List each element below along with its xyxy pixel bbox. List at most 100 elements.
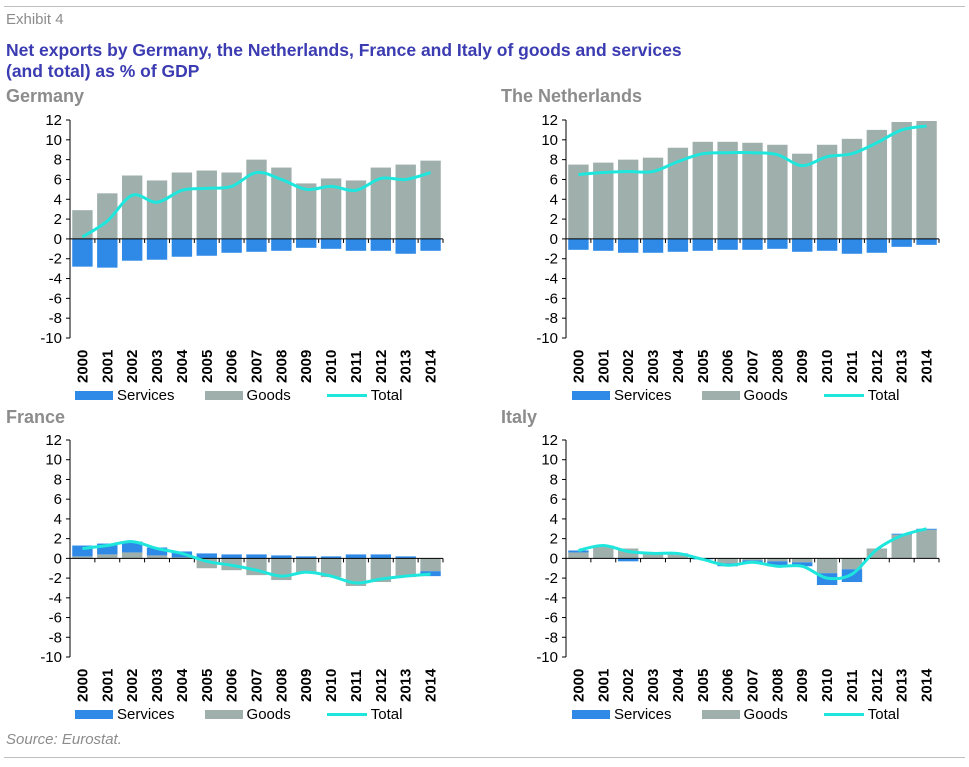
services-bar: [395, 238, 416, 254]
goods-bar: [146, 180, 168, 239]
services-bar: [97, 543, 118, 555]
services-bar: [246, 238, 267, 252]
x-tick-label: 2011: [844, 669, 861, 702]
services-bar: [816, 238, 838, 251]
y-tick-label: 4: [54, 511, 62, 528]
y-tick-label: -8: [49, 629, 62, 646]
goods-bar: [271, 167, 292, 239]
goods-bar: [816, 144, 838, 239]
x-tick-label: 2005: [695, 350, 712, 383]
x-tick-label: 2002: [620, 350, 637, 383]
y-tick-label: 12: [541, 112, 558, 129]
x-tick-label: 2013: [894, 669, 911, 702]
services-bar: [196, 553, 217, 559]
y-tick-label: 10: [541, 452, 558, 469]
goods-bar: [296, 183, 317, 239]
x-tick-label: 2014: [919, 349, 936, 383]
x-tick-label: 2005: [199, 669, 216, 702]
goods-bar: [171, 172, 193, 239]
services-bar: [667, 238, 689, 252]
goods-bar: [296, 558, 317, 574]
services-bar: [271, 238, 292, 251]
x-tick-label: 2008: [769, 350, 786, 383]
services-bar: [121, 238, 143, 261]
title-line-2: (and total) as % of GDP: [6, 61, 200, 81]
x-tick-label: 2010: [323, 350, 340, 383]
goods-bar: [196, 558, 217, 569]
goods-bar: [767, 144, 788, 239]
goods-bar: [320, 558, 342, 578]
goods-bar: [866, 129, 888, 239]
services-bar: [692, 238, 713, 251]
y-tick-label: -6: [545, 290, 558, 307]
x-tick-label: 2005: [199, 350, 216, 383]
y-tick-label: 4: [550, 511, 558, 528]
x-tick-label: 2003: [149, 350, 166, 383]
services-bar: [296, 556, 317, 559]
x-tick-label: 2011: [348, 350, 365, 383]
goods-bar: [841, 138, 863, 239]
x-tick-label: 2009: [298, 350, 315, 383]
services-bar: [742, 238, 763, 250]
goods-bar: [221, 172, 242, 239]
legend-item-total: Total: [326, 706, 402, 723]
y-tick-label: -8: [49, 310, 62, 327]
services-bar: [916, 238, 937, 245]
services-bar: [146, 238, 168, 260]
legend-item-services: Services: [75, 706, 175, 723]
x-tick-label: 2008: [273, 350, 290, 383]
legend-item-services: Services: [572, 387, 672, 404]
y-tick-label: 6: [550, 171, 558, 188]
y-tick-label: -10: [40, 649, 62, 666]
y-tick-label: 2: [550, 211, 558, 228]
x-tick-label: 2006: [224, 669, 241, 702]
goods-bar: [642, 157, 664, 239]
y-tick-label: 4: [54, 191, 62, 208]
services-bar: [72, 238, 93, 267]
goods-bar: [345, 558, 367, 586]
x-tick-label: 2001: [99, 350, 116, 383]
x-tick-label: 2013: [398, 669, 415, 702]
x-tick-label: 2012: [869, 350, 886, 383]
goods-bar: [742, 142, 763, 239]
services-bar: [767, 238, 788, 249]
goods-bar: [345, 180, 367, 239]
x-tick-label: 2001: [99, 669, 116, 702]
goods-bar: [916, 120, 937, 239]
y-tick-label: 6: [54, 491, 62, 508]
services-bar: [121, 541, 143, 553]
y-tick-label: 0: [54, 231, 62, 248]
x-tick-label: 2000: [570, 669, 587, 702]
x-tick-label: 2001: [595, 669, 612, 702]
services-bar: [296, 238, 317, 248]
legend-item-total: Total: [823, 706, 899, 723]
x-tick-label: 2008: [769, 669, 786, 702]
total-line: [82, 540, 431, 585]
goods-swatch: [701, 391, 740, 400]
x-tick-label: 2000: [570, 350, 587, 383]
y-tick-label: 0: [54, 550, 62, 567]
x-tick-label: 2004: [174, 349, 191, 383]
goods-bar: [767, 558, 788, 562]
x-tick-label: 2007: [249, 350, 266, 383]
x-tick-label: 2012: [869, 669, 886, 702]
y-tick-label: -8: [545, 310, 558, 327]
services-bar: [420, 571, 441, 577]
services-bar: [221, 238, 242, 253]
total-line: [578, 124, 927, 176]
y-tick-label: 2: [54, 531, 62, 548]
services-bar: [345, 238, 367, 251]
x-tick-label: 2002: [124, 669, 141, 702]
services-bar: [246, 554, 267, 559]
legend-item-goods: Goods: [701, 387, 788, 404]
x-tick-label: 2005: [695, 669, 712, 702]
x-tick-label: 2002: [620, 669, 637, 702]
chart-title: Net exports by Germany, the Netherlands,…: [6, 40, 906, 82]
goods-bar: [642, 552, 664, 559]
services-bar: [568, 550, 589, 553]
services-bar: [642, 238, 664, 253]
goods-bar: [121, 175, 143, 239]
goods-bar: [617, 548, 639, 559]
panel-title-germany: Germany: [6, 86, 85, 106]
y-tick-label: 8: [550, 152, 558, 169]
